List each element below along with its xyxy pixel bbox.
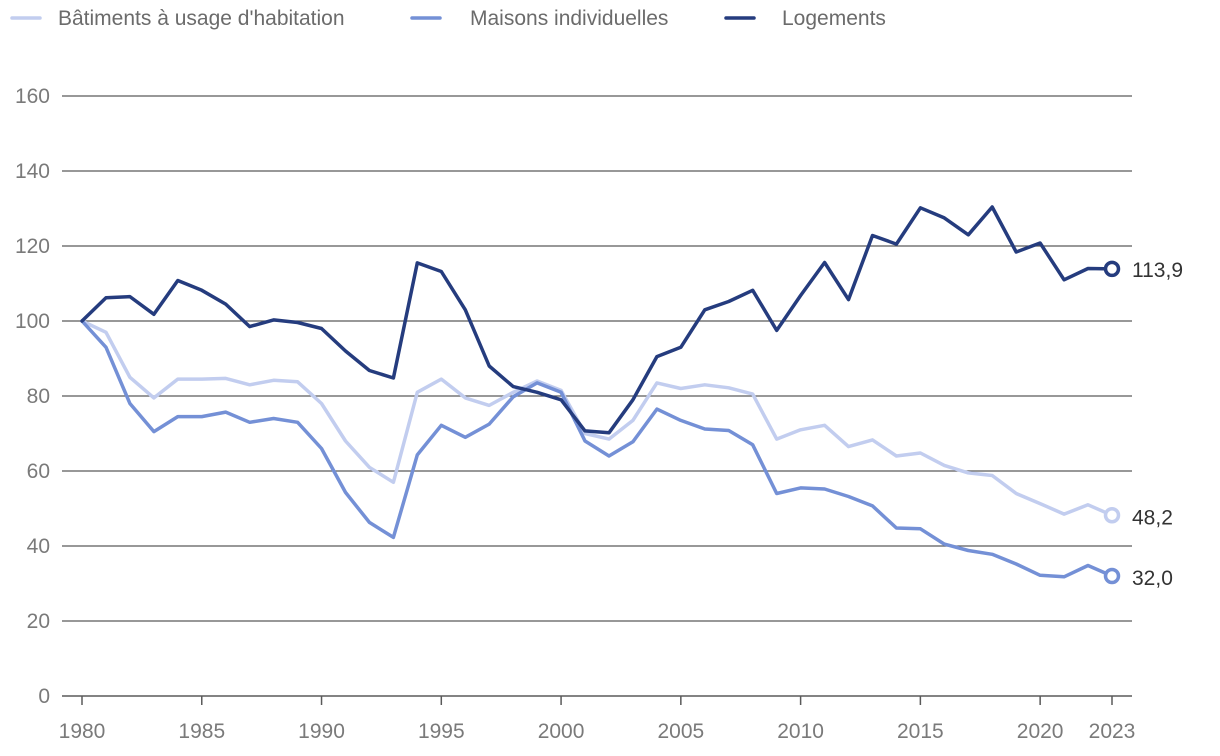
legend-item-logements[interactable]: Logements <box>724 7 886 30</box>
y-tick-label-20: 20 <box>27 610 50 633</box>
legend-label-logements: Logements <box>782 7 886 30</box>
x-tick-label-2005: 2005 <box>657 720 704 743</box>
x-tick-label-2015: 2015 <box>897 720 944 743</box>
y-tick-label-140: 140 <box>15 160 50 183</box>
end-markers: 48,2 32,0 113,9 <box>1103 259 1183 590</box>
y-tick-label-0: 0 <box>38 685 50 708</box>
x-tick-label-1990: 1990 <box>298 720 345 743</box>
end-value-label-maisons: 32,0 <box>1132 567 1173 590</box>
end-marker-maisons <box>1103 567 1121 585</box>
legend-label-maisons: Maisons individuelles <box>470 7 668 30</box>
end-value-label-batiments: 48,2 <box>1132 506 1173 529</box>
y-tick-label-60: 60 <box>27 460 50 483</box>
legend-item-batiments[interactable]: Bâtiments à usage d'habitation <box>10 7 345 30</box>
end-marker-logements <box>1103 260 1121 278</box>
x-tick-label-2000: 2000 <box>538 720 585 743</box>
series-line-maisons <box>80 319 1114 579</box>
x-tick-label-1985: 1985 <box>178 720 225 743</box>
legend: Bâtiments à usage d'habitation Maisons i… <box>10 7 886 30</box>
x-tick-label-2010: 2010 <box>777 720 824 743</box>
y-tick-label-80: 80 <box>27 385 50 408</box>
y-tick-label-100: 100 <box>15 310 50 333</box>
x-tick-label-1995: 1995 <box>418 720 465 743</box>
y-tick-label-40: 40 <box>27 535 50 558</box>
y-tick-label-120: 120 <box>15 235 50 258</box>
series-line-logements <box>80 205 1114 435</box>
legend-label-batiments: Bâtiments à usage d'habitation <box>58 7 345 30</box>
series-line-batiments <box>80 319 1114 518</box>
x-tick-label-2020: 2020 <box>1017 720 1064 743</box>
plot-area <box>80 205 1114 579</box>
end-value-label-logements: 113,9 <box>1132 259 1183 282</box>
legend-item-maisons[interactable]: Maisons individuelles <box>410 7 668 30</box>
y-axis: 0 20 40 60 80 100 120 140 160 <box>15 85 50 708</box>
x-tick-label-2023: 2023 <box>1089 720 1136 743</box>
x-axis: 1980 1985 1990 1995 2000 2005 2010 2015 2020 2023 <box>59 695 1136 743</box>
gridlines <box>62 95 1132 622</box>
x-tick-label-1980: 1980 <box>59 720 106 743</box>
end-marker-batiments <box>1103 507 1121 524</box>
y-tick-label-160: 160 <box>15 85 50 108</box>
